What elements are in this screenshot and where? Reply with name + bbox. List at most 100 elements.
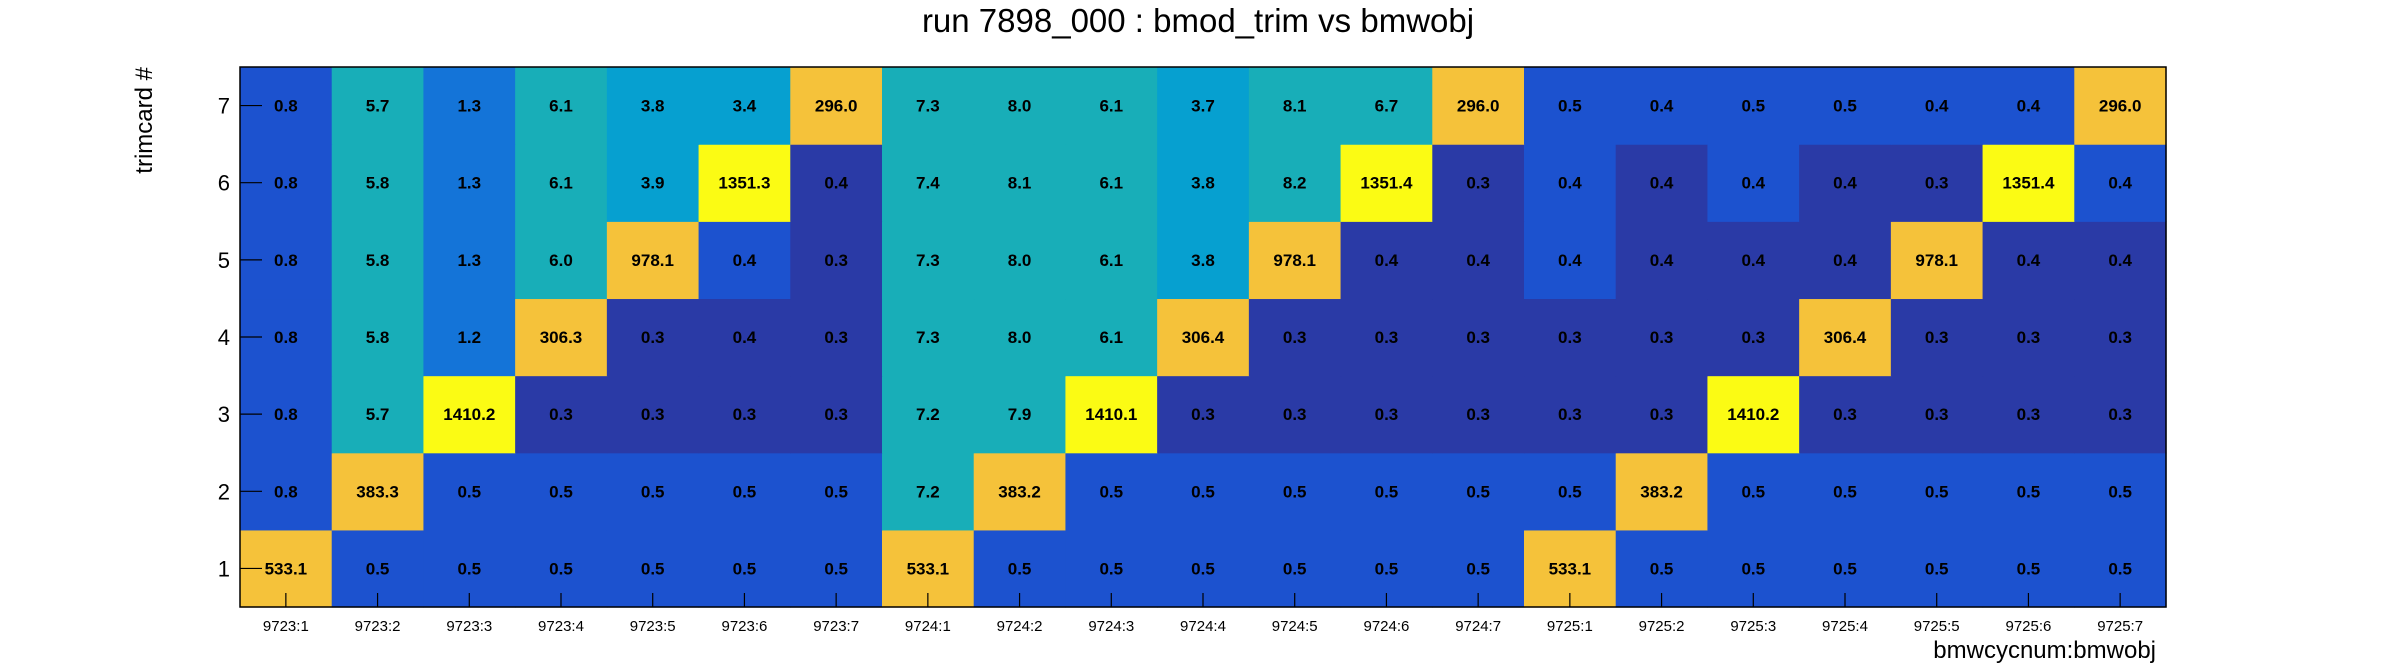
heatmap-cell [882, 144, 975, 222]
heatmap-cell [790, 144, 883, 222]
x-tick-label: 9725:6 [2005, 618, 2051, 635]
heatmap-cell [973, 298, 1067, 377]
cell-value-label: 1351.4 [2002, 174, 2055, 193]
heatmap-cell [2074, 144, 2167, 222]
cell-value-label: 1410.1 [1085, 405, 1137, 424]
heatmap-cell [698, 144, 791, 222]
heatmap-cell [1157, 67, 1250, 145]
cell-value-label: 6.1 [549, 97, 573, 116]
heatmap-cell [1707, 144, 1800, 222]
cell-value-label: 0.5 [2108, 559, 2132, 578]
heatmap-cell [698, 221, 791, 300]
cell-value-label: 0.5 [1466, 482, 1490, 501]
x-axis-title: bmwcycnum:bmwobj [1933, 637, 2156, 664]
heatmap-cell [331, 375, 425, 454]
cell-value-label: 0.3 [1650, 405, 1674, 424]
cell-value-label: 0.5 [1375, 482, 1399, 501]
cell-value-label: 306.3 [540, 328, 583, 347]
heatmap-cell [331, 221, 425, 300]
heatmap-cell [515, 221, 608, 300]
cell-value-label: 0.8 [274, 328, 298, 347]
heatmap-cell [2074, 452, 2167, 531]
heatmap-cell [1065, 452, 1158, 531]
x-tick-label: 9724:3 [1088, 618, 1134, 635]
x-tick-label: 9723:6 [721, 618, 767, 635]
cell-value-label: 0.3 [1558, 405, 1582, 424]
heatmap-cell [1524, 375, 1617, 454]
cell-value-label: 0.3 [1925, 174, 1949, 193]
heatmap-cell [1524, 144, 1617, 222]
x-tick-label: 9725:1 [1547, 618, 1593, 635]
cell-value-label: 8.0 [1008, 97, 1032, 116]
heatmap-cell [1432, 375, 1525, 454]
cell-value-label: 0.5 [2017, 482, 2041, 501]
heatmap-cell [1340, 67, 1433, 145]
cell-value-label: 0.4 [1833, 251, 1857, 270]
cell-value-label: 978.1 [631, 251, 674, 270]
cell-value-label: 3.8 [1191, 251, 1215, 270]
heatmap-cell [1248, 298, 1342, 377]
heatmap-cell [423, 67, 516, 145]
cell-value-label: 0.8 [274, 97, 298, 116]
cell-value-label: 0.5 [733, 559, 757, 578]
heatmap-cell [423, 221, 516, 300]
cell-value-label: 5.7 [366, 405, 390, 424]
cell-value-label: 3.9 [641, 174, 665, 193]
heatmap-cell [515, 144, 608, 222]
cell-value-label: 8.0 [1008, 328, 1032, 347]
heatmap-cell [790, 221, 883, 300]
heatmap-cell [973, 452, 1067, 531]
heatmap-cell [515, 67, 608, 145]
cell-value-label: 0.3 [1466, 328, 1490, 347]
cell-value-label: 0.3 [2108, 405, 2132, 424]
cell-value-label: 0.8 [274, 174, 298, 193]
cell-value-labels: 533.1 0.5 0.5 0.5 0.5 0.5 0.5 533.1 0.5 0.5 0.5 0.5… [265, 97, 2142, 579]
heatmap-cell [1157, 144, 1250, 222]
cell-value-label: 0.5 [1833, 559, 1857, 578]
cell-value-label: 0.8 [274, 251, 298, 270]
cell-value-label: 0.3 [1741, 328, 1765, 347]
cell-value-label: 0.5 [1191, 482, 1215, 501]
heatmap-cell [1340, 452, 1433, 531]
heatmap-cell [423, 375, 516, 454]
heatmap-cell [515, 452, 608, 531]
cell-value-label: 0.3 [2017, 328, 2041, 347]
cell-value-label: 7.2 [916, 482, 940, 501]
y-tick-label: 1 [218, 556, 230, 581]
cell-value-label: 0.4 [1650, 251, 1674, 270]
cell-value-label: 978.1 [1273, 251, 1316, 270]
cell-value-label: 0.3 [1283, 328, 1307, 347]
cell-value-label: 0.3 [1833, 405, 1857, 424]
heatmap-cell [1707, 67, 1800, 145]
cell-value-label: 0.3 [641, 405, 665, 424]
cell-value-label: 0.5 [1283, 559, 1307, 578]
heatmap-cell [1982, 298, 2075, 377]
heatmap-cell [882, 67, 975, 145]
cell-value-label: 0.4 [2108, 174, 2132, 193]
cell-value-label: 8.1 [1008, 174, 1032, 193]
cell-value-label: 0.5 [1375, 559, 1399, 578]
heatmap-cell [331, 67, 425, 145]
cell-value-label: 0.5 [457, 482, 481, 501]
cell-value-label: 0.8 [274, 405, 298, 424]
cell-value-label: 0.3 [1283, 405, 1307, 424]
cell-value-label: 5.8 [366, 328, 390, 347]
heatmap-cell [423, 298, 516, 377]
heatmap-cell [1432, 67, 1525, 145]
heatmap-cell [1157, 221, 1250, 300]
cell-value-label: 296.0 [2099, 97, 2142, 116]
cell-value-label: 1410.2 [1727, 405, 1779, 424]
heatmap-cell [1982, 375, 2075, 454]
cell-value-label: 0.5 [1099, 559, 1123, 578]
cell-value-label: 0.5 [824, 482, 848, 501]
cell-value-label: 0.5 [1466, 559, 1490, 578]
cell-value-label: 5.8 [366, 251, 390, 270]
heatmap-cell [331, 298, 425, 377]
heatmap-cell [1340, 375, 1433, 454]
heatmap-cell [606, 221, 700, 300]
heatmap-cell [1065, 67, 1158, 145]
heatmap-cell [515, 375, 608, 454]
heatmap-cell [1799, 298, 1892, 377]
cell-value-label: 5.7 [366, 97, 390, 116]
